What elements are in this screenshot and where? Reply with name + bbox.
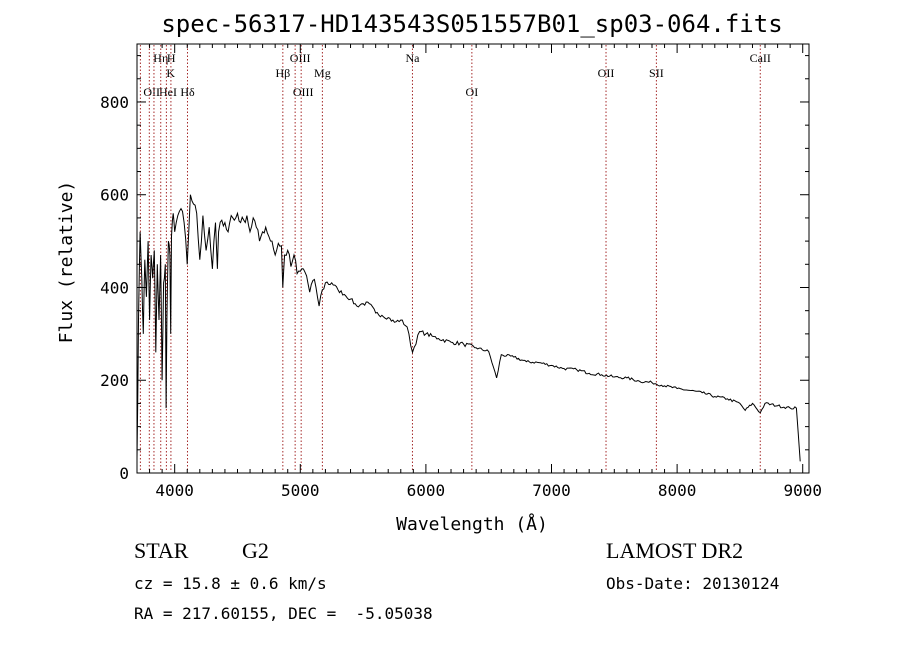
survey-name: LAMOST DR2 [606, 538, 744, 563]
spectrum-line [136, 194, 801, 462]
spectral-line-label: Hδ [180, 85, 195, 99]
spectral-line-markers: OIIHηHeIKHHδHβOIIIOIIIMgNaOIOIISIICaII [139, 45, 771, 472]
chart-title: spec-56317-HD143543S051557B01_sp03-064.f… [161, 10, 782, 38]
x-tick-label: 8000 [658, 481, 697, 500]
plot-frame [136, 43, 810, 474]
y-tick-label: 400 [100, 278, 129, 297]
x-axis-label: Wavelength (Å) [396, 513, 548, 535]
spectral-line-label: Hβ [275, 66, 290, 80]
x-tick-label: 6000 [407, 481, 446, 500]
spectral-line-label: OIII [293, 85, 314, 99]
y-axis-ticks: 0 200 400 600 800 [100, 55, 809, 483]
redshift-info: cz = 15.8 ± 0.6 km/s [134, 574, 327, 593]
spectral-line-label: OI [466, 85, 479, 99]
spectral-line-label: OII [598, 66, 615, 80]
y-tick-label: 0 [119, 464, 129, 483]
spectral-line-label: Hη [153, 51, 168, 65]
spectral-line-label: SII [649, 66, 664, 80]
spectral-line-label: OIII [290, 51, 311, 65]
spectral-line-label: Na [405, 51, 420, 65]
x-tick-label: 5000 [281, 481, 320, 500]
spectral-line-label: OII [143, 85, 160, 99]
object-type: STAR [134, 538, 189, 563]
y-axis-label: Flux (relative) [56, 181, 77, 344]
spectral-subclass: G2 [242, 538, 269, 563]
x-tick-label: 7000 [532, 481, 571, 500]
observation-date: Obs-Date: 20130124 [606, 574, 780, 593]
y-tick-label: 800 [100, 93, 129, 112]
x-axis-ticks: 4000 5000 6000 7000 8000 9000 [149, 44, 822, 500]
x-tick-label: 4000 [155, 481, 194, 500]
spectral-line-label: CaII [750, 51, 771, 65]
y-tick-label: 200 [100, 371, 129, 390]
x-tick-label: 9000 [783, 481, 822, 500]
spectral-line-label: Mg [314, 66, 331, 80]
y-tick-label: 600 [100, 186, 129, 205]
coordinates: RA = 217.60155, DEC = -5.05038 [134, 604, 433, 623]
spectral-line-label: H [167, 51, 176, 65]
spectral-line-label: HeI [159, 85, 177, 99]
